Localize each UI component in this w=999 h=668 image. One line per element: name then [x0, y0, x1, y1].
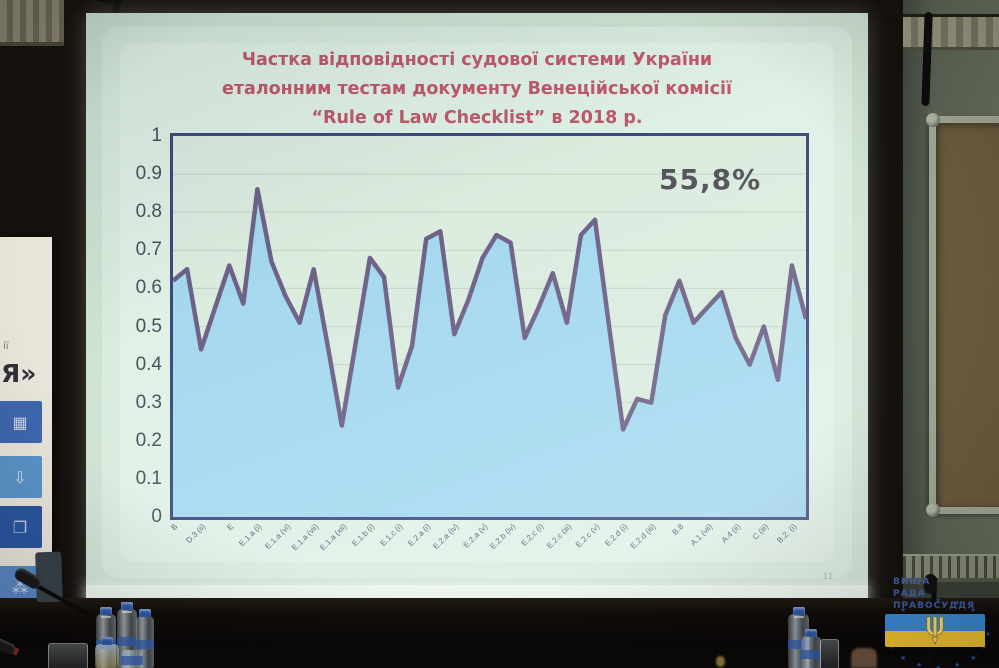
org-watermark: ВИЩА РАДА ПРАВОСУДДЯ ★★★★★★★★★★★★★★★★	[875, 568, 999, 668]
cornice-molding-left	[0, 0, 64, 46]
star-icon: ★	[935, 596, 942, 604]
bottle-neck	[793, 616, 804, 618]
average-value-label: 55,8%	[659, 163, 762, 196]
download-icon: ⇩	[13, 467, 27, 487]
bottle-cap	[139, 609, 151, 617]
panel-ornament	[926, 113, 940, 127]
slide-title-line: Частка відповідності судової системи Укр…	[241, 50, 713, 70]
org-name-line: РАДА	[893, 589, 926, 599]
star-icon: ★	[954, 599, 961, 607]
y-tick-label: 0	[151, 506, 162, 527]
y-tick-label: 0.1	[135, 467, 162, 489]
y-tick-label: 0.7	[135, 239, 162, 261]
y-tick-label: 0.5	[135, 315, 162, 337]
org-name-line: ПРАВОСУДДЯ	[893, 601, 976, 611]
dentil-molding	[903, 554, 999, 582]
banner-text-fragment: ії	[3, 341, 9, 352]
star-icon: ★	[954, 661, 961, 668]
bottle-label	[136, 640, 154, 649]
bottle-cap	[805, 629, 817, 637]
y-tick-label: 0.6	[135, 277, 162, 299]
y-tick-label: 0.9	[135, 163, 162, 185]
drinking-glass	[48, 643, 88, 668]
y-tick-label: 0.8	[135, 201, 162, 223]
bottle-neck	[101, 616, 111, 618]
bottle-label	[801, 650, 821, 659]
drinking-glass	[820, 639, 839, 668]
y-tick-label: 0.4	[135, 353, 162, 375]
star-icon: ★	[981, 643, 988, 651]
bottle-label	[121, 656, 143, 665]
decorative-wall-panel	[926, 113, 999, 517]
bottle-cap	[101, 637, 113, 645]
projection-screen: Частка відповідності судової системи Укр…	[86, 13, 868, 602]
bottle-label	[117, 637, 137, 646]
right-wall	[903, 0, 999, 602]
y-tick-label: 0.2	[135, 429, 162, 451]
hand	[851, 648, 877, 668]
bottle-neck	[122, 611, 132, 613]
star-icon: ★	[889, 643, 896, 651]
water-bottle	[121, 650, 143, 668]
cornice-molding-right	[903, 14, 999, 50]
banner-quote-fragment: Я»	[1, 359, 37, 388]
star-icon: ★	[916, 599, 923, 607]
area-chart	[173, 173, 806, 517]
y-tick-label: 0.3	[135, 391, 162, 413]
org-name-line: ВИЩА	[893, 577, 931, 587]
screen-bottom-band	[86, 585, 868, 602]
trident-icon	[926, 616, 944, 645]
banner-tile: ❐	[0, 506, 42, 548]
star-icon: ★	[935, 664, 942, 668]
bottle-label	[788, 640, 809, 649]
y-tick-label: 1	[151, 125, 162, 146]
bottle-cap	[121, 602, 133, 610]
reflection-glint	[716, 656, 725, 667]
panel-ornament	[926, 503, 940, 517]
star-icon: ★	[970, 606, 977, 614]
chart-plot-area	[170, 133, 809, 520]
bottle-cap	[100, 607, 112, 615]
bottle-cap	[792, 607, 805, 615]
water-bottle	[801, 629, 821, 668]
water-bottle	[95, 637, 119, 668]
star-icon: ★	[985, 630, 992, 638]
star-icon: ★	[900, 654, 907, 662]
slide-title-line: еталонним тестам документу Венеційської …	[222, 79, 732, 99]
star-icon: ★	[916, 661, 923, 668]
star-icon: ★	[900, 606, 907, 614]
building-icon: ▦	[12, 412, 28, 432]
slide-title-line: “Rule of Law Checklist” в 2018 р.	[311, 108, 643, 128]
slide-page-number: 11	[823, 572, 834, 581]
banner-tile: ▦	[0, 401, 42, 443]
banner-tile: ⇩	[0, 456, 42, 498]
star-icon: ★	[970, 654, 977, 662]
documents-icon: ❐	[12, 517, 28, 537]
ukraine-flag	[885, 614, 985, 647]
microphone-icon	[924, 574, 937, 594]
slide-title: Частка відповідності судової системи Укр…	[156, 46, 798, 133]
